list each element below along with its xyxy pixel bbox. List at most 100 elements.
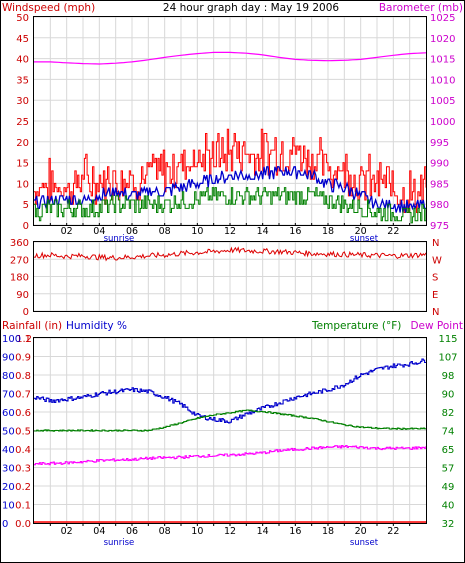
baro-y-tick-975: 975 — [430, 221, 449, 232]
temperature-panel-grid — [34, 337, 426, 524]
wind-y-tick-40: 40 — [16, 55, 29, 66]
wind-x-tick-22: 22 — [387, 226, 399, 237]
wind-y-tick-0: 0 — [23, 221, 29, 232]
temp-x-tick-22: 22 — [387, 526, 399, 537]
temp-x-tick-04: 04 — [93, 526, 105, 537]
temp-x-tick-10: 10 — [191, 526, 203, 537]
wind-x-tick-04: 04 — [93, 226, 105, 237]
wind-x-tick-14: 14 — [257, 226, 269, 237]
temp-x-tick-02: 02 — [61, 526, 73, 537]
baro-y-tick-995: 995 — [430, 138, 449, 149]
temp-x-tick-12: 12 — [224, 526, 236, 537]
temperature-panel-x-labels: 02 04 06 08 10 12 14 16 18 20 22 sunrise sunset — [49, 523, 411, 548]
direction-compass-S-2: S — [432, 273, 438, 284]
rain-y-tick-1.2: 1.2 — [16, 334, 32, 345]
direction-y-tick-270: 270 — [10, 255, 29, 266]
humidity-y-tick-90: 90 — [2, 353, 15, 364]
rain-y-tick-0.0-11: 0.0 — [15, 519, 31, 530]
direction-compass-W-1: W — [432, 255, 442, 266]
wind-y-tick-35: 35 — [16, 75, 29, 86]
temp-x-tick-06: 06 — [126, 526, 138, 537]
wind-y-tick-50: 50 — [16, 13, 29, 24]
humidity-axis-title: Humidity % — [66, 320, 127, 332]
wind-panel-x-labels: 02 04 06 08 10 12 14 16 18 20 22 sunrise sunset — [49, 223, 411, 244]
graph-title: 24 hour graph day : May 19 2006 — [163, 2, 339, 14]
temp-x-tick-16: 16 — [289, 526, 301, 537]
rain-y-tick-1-1: 1 — [25, 334, 31, 345]
humidity-y-tick-50: 50 — [2, 427, 15, 438]
wind-x-tick-08: 08 — [159, 226, 171, 237]
humidity-series-line — [34, 358, 427, 424]
humidity-y-tick-10: 10 — [2, 501, 15, 512]
wind-x-tick-06: 06 — [126, 226, 138, 237]
temp-x-tick-08: 08 — [159, 526, 171, 537]
wind-y-tick-30: 30 — [16, 96, 29, 107]
temperature-panel-series — [34, 358, 427, 523]
barometer-series-line — [34, 51, 427, 65]
humidity-y-tick-0: 0 — [2, 519, 8, 530]
humidity-y-tick-70: 70 — [2, 390, 15, 401]
direction-y-tick-360: 360 — [10, 238, 29, 249]
wind-panel: 5045403530252015105010251020101510101005… — [16, 13, 455, 244]
wind-sunset-label: sunset — [350, 234, 379, 244]
direction-panel-series — [33, 246, 427, 262]
dewpoint-axis-title: Dew Point — [410, 320, 463, 332]
temperature-panel: 1.210.90.80.70.60.50.40.30.20.10.0100908… — [2, 334, 458, 548]
rain-y-tick-0.4-7: 0.4 — [15, 445, 31, 456]
temp-y-tick-98: 98 — [442, 371, 455, 382]
wind-sunrise-label: sunrise — [104, 234, 135, 244]
temp-y-tick-40: 40 — [442, 501, 455, 512]
humidity-y-tick-30: 30 — [2, 464, 15, 475]
wind-x-tick-16: 16 — [289, 226, 301, 237]
average-wind-series-line — [34, 166, 426, 213]
baro-y-tick-1010: 1010 — [430, 75, 455, 86]
direction-compass-E-3: E — [432, 290, 438, 301]
wind-y-tick-5: 5 — [23, 200, 29, 211]
wind-y-tick-10: 10 — [16, 179, 29, 190]
rain-y-tick-0.9-2: 0.9 — [15, 353, 31, 364]
direction-y-tick-90: 90 — [16, 290, 29, 301]
rain-y-tick-0.6-5: 0.6 — [15, 408, 31, 419]
temp-sunset-label: sunset — [350, 538, 379, 548]
wind-direction-series-line — [33, 246, 427, 262]
wind-x-tick-10: 10 — [191, 226, 203, 237]
rain-y-tick-0.1-10: 0.1 — [15, 501, 31, 512]
temperature-series-line — [34, 409, 427, 432]
rain-y-tick-0.5-6: 0.5 — [15, 427, 31, 438]
wind-y-tick-20: 20 — [16, 138, 29, 149]
temperature-axis-title: Temperature (°F) — [311, 320, 401, 332]
baro-y-tick-985: 985 — [430, 179, 449, 190]
temp-y-tick-32: 32 — [442, 519, 455, 530]
rain-y-tick-0.2-9: 0.2 — [15, 482, 31, 493]
gust-series-line — [34, 128, 427, 213]
rainfall-axis-title: Rainfall (in) — [2, 320, 62, 332]
rain-y-tick-0.3-8: 0.3 — [15, 464, 31, 475]
low-wind-series-line — [34, 187, 427, 224]
temp-x-tick-18: 18 — [322, 526, 334, 537]
direction-y-tick-0: 0 — [23, 307, 29, 318]
wind-x-tick-20: 20 — [355, 226, 367, 237]
baro-y-tick-1005: 1005 — [430, 96, 455, 107]
direction-compass-N-0: N — [432, 238, 439, 249]
baro-y-tick-1025: 1025 — [430, 13, 455, 24]
temp-y-tick-115: 115 — [438, 334, 457, 345]
humidity-y-tick-80: 80 — [2, 371, 15, 382]
direction-y-tick-180: 180 — [10, 273, 29, 284]
wind-x-tick-02: 02 — [61, 226, 73, 237]
wind-y-tick-45: 45 — [16, 34, 29, 45]
temp-y-tick-57: 57 — [442, 464, 455, 475]
windspeed-axis-title: Windspeed (mph) — [2, 2, 95, 14]
rain-y-tick-0.7-4: 0.7 — [15, 390, 31, 401]
humidity-y-tick-40: 40 — [2, 445, 15, 456]
humidity-y-tick-100: 100 — [2, 334, 21, 345]
wind-y-tick-15: 15 — [16, 159, 29, 170]
direction-compass-N-4: N — [432, 307, 439, 318]
baro-y-tick-980: 980 — [430, 200, 449, 211]
rain-y-tick-0.8-3: 0.8 — [15, 371, 31, 382]
direction-panel-frame — [33, 241, 427, 312]
baro-y-tick-1000: 1000 — [430, 117, 455, 128]
wind-panel-ticks: 5045403530252015105010251020101510101005… — [16, 13, 455, 232]
